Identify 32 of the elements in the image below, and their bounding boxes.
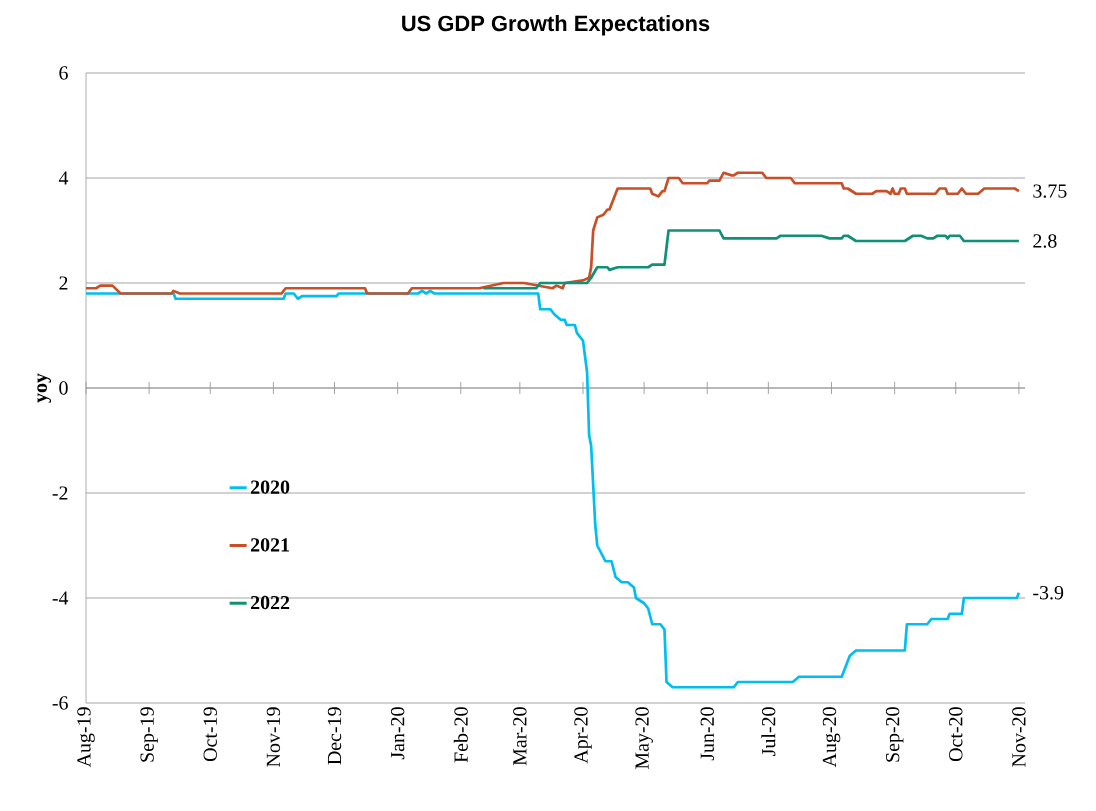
annotation: 3.75 bbox=[1033, 184, 1067, 198]
y-tick-label: 6 bbox=[59, 66, 68, 80]
y-tick-label: -4 bbox=[52, 591, 69, 605]
y-tick-label: 4 bbox=[58, 171, 69, 185]
legend-label: 2021 bbox=[250, 538, 289, 552]
y-tick-label: -2 bbox=[52, 486, 68, 500]
x-tick-label: Sep-20 bbox=[885, 707, 904, 762]
chart-title: US GDP Growth Expectations bbox=[402, 15, 710, 36]
x-tick-label: Nov-19 bbox=[266, 707, 281, 767]
legend-label: 2020 bbox=[250, 480, 290, 494]
y-tick-label: 0 bbox=[59, 381, 68, 395]
x-tick-label: Mar-20 bbox=[513, 707, 527, 766]
x-tick-label: Nov-20 bbox=[1012, 707, 1026, 767]
x-tick-label: Feb-20 bbox=[453, 707, 468, 763]
x-tick-label: Oct-20 bbox=[949, 707, 963, 762]
x-tick-label: Jan-20 bbox=[390, 707, 405, 760]
x-tick-label: May-20 bbox=[635, 707, 653, 770]
x-tick-label: Jun-20 bbox=[700, 707, 714, 761]
annotation: 2.8 bbox=[1033, 234, 1057, 248]
x-tick-label: Apr-20 bbox=[574, 707, 592, 764]
legend-label: 2022 bbox=[250, 595, 290, 610]
x-tick-label: Oct-19 bbox=[203, 707, 217, 762]
line-series bbox=[84, 171, 1021, 295]
x-tick-label: Dec-19 bbox=[327, 707, 342, 765]
x-tick-label: Jul-20 bbox=[761, 707, 776, 756]
annotation: -3.9 bbox=[1033, 586, 1064, 600]
y-tick-label: -6 bbox=[52, 696, 68, 710]
x-tick-label: Aug-20 bbox=[822, 707, 841, 768]
x-tick-label: Aug-19 bbox=[77, 707, 95, 768]
y-tick-label: 2 bbox=[59, 276, 68, 290]
x-tick-label: Sep-19 bbox=[140, 707, 158, 762]
y-axis-title: yoy bbox=[37, 373, 52, 403]
